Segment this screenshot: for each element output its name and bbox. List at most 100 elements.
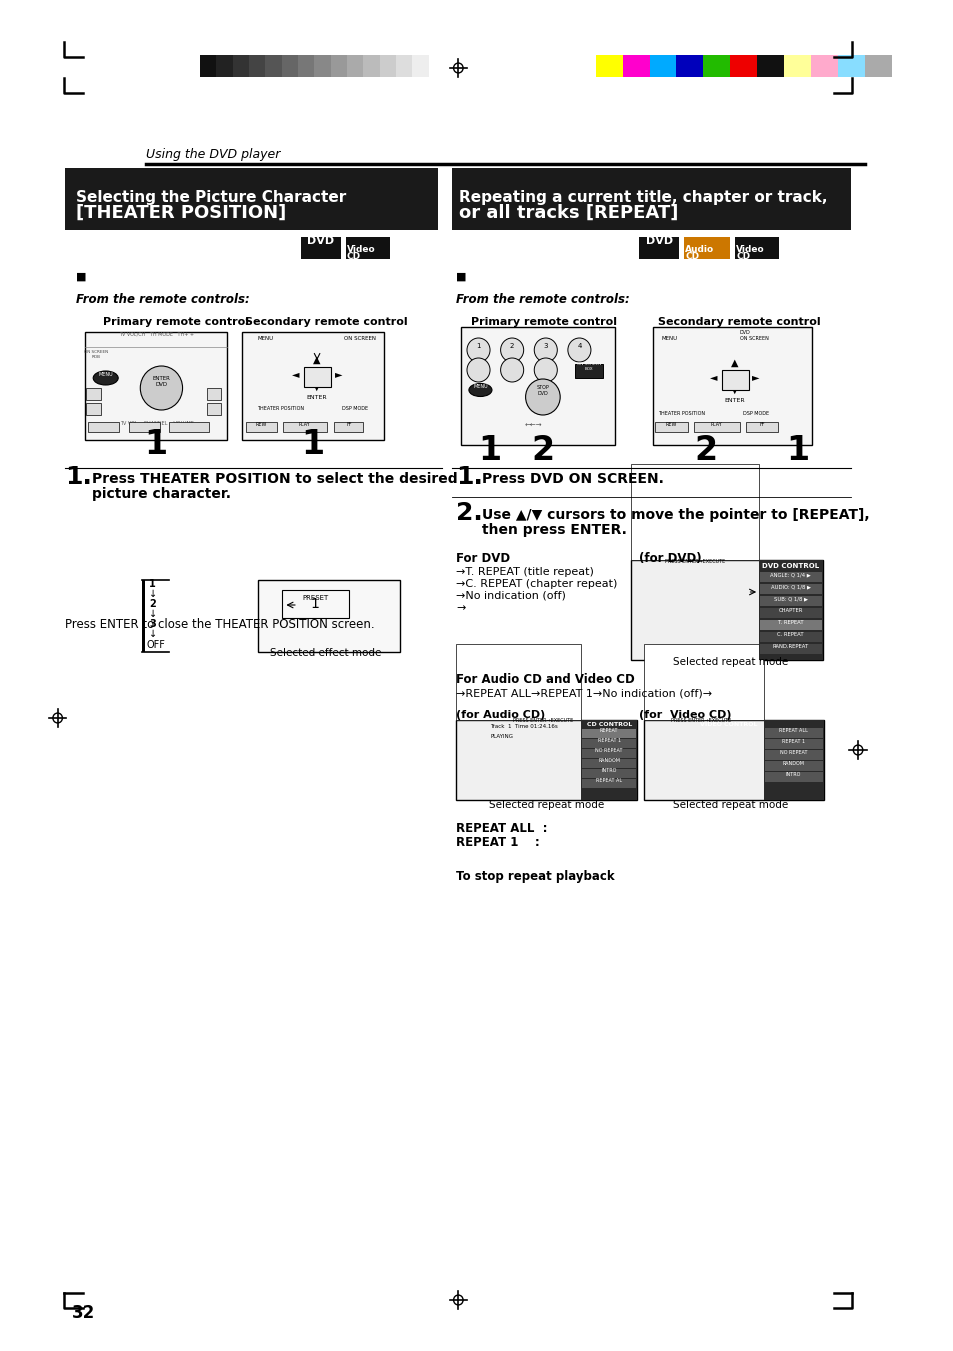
Text: OFF: OFF — [146, 640, 165, 650]
Bar — [693, 422, 740, 432]
Bar — [347, 55, 363, 77]
Text: PRESET: PRESET — [302, 594, 328, 601]
Text: 1.: 1. — [456, 465, 483, 489]
Text: ENTER: ENTER — [724, 399, 744, 403]
Text: ↓: ↓ — [149, 609, 157, 619]
Text: MENU: MENU — [660, 336, 677, 340]
Text: Secondary remote control: Secondary remote control — [658, 317, 820, 327]
Bar — [257, 580, 399, 653]
Bar — [745, 422, 778, 432]
Text: Video: Video — [736, 245, 764, 254]
Bar — [764, 728, 821, 738]
Bar — [760, 632, 821, 642]
Text: Use ▲/▼ cursors to move the pointer to [REPEAT],: Use ▲/▼ cursors to move the pointer to [… — [482, 508, 869, 521]
Text: ■: ■ — [456, 272, 466, 282]
Text: CHAPTER: CHAPTER — [778, 608, 802, 613]
Bar — [249, 55, 265, 77]
Bar — [207, 403, 221, 415]
Bar — [346, 236, 390, 259]
Text: C. REPEAT: C. REPEAT — [777, 632, 803, 638]
Text: Selected repeat mode: Selected repeat mode — [672, 800, 787, 811]
Text: Press DVD ON SCREEN.: Press DVD ON SCREEN. — [482, 471, 663, 486]
Text: Press ENTER to close the THEATER POSITION screen.: Press ENTER to close the THEATER POSITIO… — [65, 617, 375, 631]
Bar — [297, 55, 314, 77]
Text: ►: ► — [335, 369, 341, 380]
Ellipse shape — [93, 372, 118, 385]
Text: NO REPEAT: NO REPEAT — [595, 748, 622, 753]
Bar — [622, 55, 649, 77]
Bar — [783, 55, 810, 77]
Text: Primary remote control: Primary remote control — [471, 317, 617, 327]
Text: DVD: DVD — [307, 236, 335, 246]
Text: CD: CD — [684, 253, 699, 261]
Text: VIDEO CONTROL: VIDEO CONTROL — [699, 721, 757, 727]
Circle shape — [567, 338, 590, 362]
Bar — [574, 363, 603, 378]
Bar — [281, 55, 297, 77]
Bar — [653, 327, 811, 444]
Bar — [837, 55, 863, 77]
Bar — [863, 55, 891, 77]
Circle shape — [500, 338, 523, 362]
Text: PRESS ENTER→EXECUTE: PRESS ENTER→EXECUTE — [664, 559, 724, 563]
Bar — [639, 236, 679, 259]
Text: REPEAT 1: REPEAT 1 — [781, 739, 804, 744]
Bar — [142, 580, 145, 653]
Text: Secondary remote control: Secondary remote control — [245, 317, 407, 327]
Text: REW: REW — [665, 422, 677, 427]
Bar — [655, 422, 687, 432]
Bar — [456, 720, 637, 800]
Text: From the remote controls:: From the remote controls: — [456, 293, 630, 305]
Text: (for DVD): (for DVD) — [639, 553, 700, 565]
Text: SUB: Q 1/8 ▶: SUB: Q 1/8 ▶ — [773, 596, 807, 601]
Text: PRESS ENTER→EXECUTE: PRESS ENTER→EXECUTE — [512, 717, 573, 723]
Text: ANGLE: Q 1/4 ▶: ANGLE: Q 1/4 ▶ — [770, 571, 810, 577]
Bar — [281, 590, 349, 617]
Text: AUDIO: Q 1/8 ▶: AUDIO: Q 1/8 ▶ — [770, 584, 810, 589]
Text: RANDOM: RANDOM — [781, 761, 803, 766]
Bar — [683, 236, 729, 259]
Text: →: → — [456, 603, 465, 613]
Text: 1: 1 — [785, 434, 808, 467]
Text: 32: 32 — [72, 1304, 95, 1323]
Text: ON SCREEN: ON SCREEN — [344, 336, 375, 340]
Text: TV VOL    CHANNEL    VOLUME: TV VOL CHANNEL VOLUME — [119, 422, 193, 426]
Text: 1: 1 — [478, 434, 501, 467]
Bar — [810, 55, 837, 77]
Text: ◄: ◄ — [292, 369, 299, 380]
Bar — [300, 236, 341, 259]
Bar — [330, 55, 347, 77]
Text: DVD
ON SCREEN: DVD ON SCREEN — [740, 330, 768, 340]
Circle shape — [534, 358, 557, 382]
Text: INTRO: INTRO — [785, 771, 801, 777]
Text: REW: REW — [255, 422, 267, 427]
Text: PLAY: PLAY — [298, 422, 310, 427]
Text: 1: 1 — [311, 597, 319, 611]
Text: DVD CONTROL: DVD CONTROL — [761, 563, 819, 569]
Text: FF: FF — [759, 422, 764, 427]
Bar — [581, 730, 636, 738]
Bar — [89, 422, 119, 432]
Text: T. REPEAT: T. REPEAT — [778, 620, 802, 626]
Ellipse shape — [469, 384, 492, 396]
Text: 1: 1 — [476, 343, 480, 349]
Circle shape — [140, 366, 182, 409]
Text: PRESS ENTER→EXECUTE: PRESS ENTER→EXECUTE — [671, 717, 731, 723]
Bar — [246, 422, 276, 432]
Text: 1: 1 — [149, 580, 155, 589]
Text: PLAYING: PLAYING — [490, 734, 513, 739]
Text: 1: 1 — [301, 428, 324, 461]
Text: For Audio CD and Video CD: For Audio CD and Video CD — [456, 673, 635, 686]
Text: MENU: MENU — [98, 372, 112, 377]
Text: ▲: ▲ — [731, 358, 738, 367]
Text: ON SCREEN
BOX: ON SCREEN BOX — [577, 362, 600, 372]
Text: 3: 3 — [149, 619, 155, 630]
Bar — [649, 55, 676, 77]
Bar — [87, 403, 101, 415]
Bar — [720, 370, 748, 390]
Bar — [581, 769, 636, 778]
Text: CD CONTROL: CD CONTROL — [586, 721, 631, 727]
Text: To stop repeat playback: To stop repeat playback — [456, 870, 615, 884]
Bar — [65, 168, 437, 230]
Text: THEATER POSITION: THEATER POSITION — [257, 407, 304, 411]
